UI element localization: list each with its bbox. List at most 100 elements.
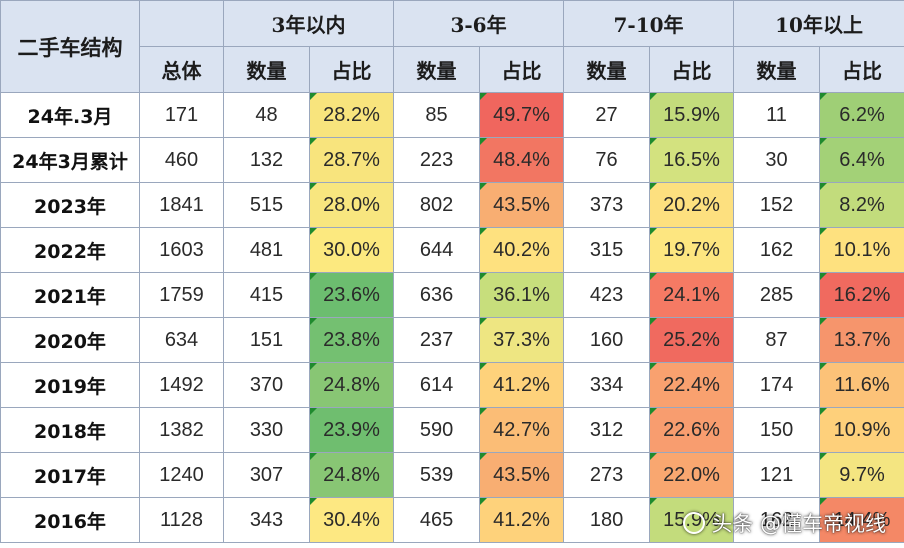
- count-cell: 343: [223, 497, 310, 543]
- sub-header-share: 占比: [479, 46, 565, 93]
- share-cell: 6.4%: [819, 137, 904, 183]
- share-cell: 24.8%: [308, 452, 395, 498]
- count-cell: 515: [223, 182, 310, 228]
- count-cell: 373: [563, 182, 651, 228]
- count-cell: 644: [393, 227, 481, 273]
- share-cell: 10.1%: [819, 227, 904, 273]
- count-cell: 121: [733, 452, 821, 498]
- sub-header-count: 数量: [393, 46, 481, 93]
- share-cell: 30.4%: [308, 497, 395, 543]
- share-cell: 41.2%: [479, 362, 565, 408]
- share-cell: 23.6%: [308, 272, 395, 318]
- share-cell: 24.1%: [649, 272, 735, 318]
- share-cell: 9.7%: [819, 452, 904, 498]
- share-cell: 11.6%: [819, 362, 904, 408]
- total-cell: 1128: [139, 497, 224, 543]
- count-cell: 590: [393, 407, 481, 453]
- count-cell: 87: [733, 317, 821, 363]
- table-row: 2020年 634 151 23.8% 237 37.3% 160 25.2% 87 13.7%: [0, 317, 904, 363]
- table-row: 2022年 1603 481 30.0% 644 40.2% 315 19.7% 162 10.1…: [0, 227, 904, 273]
- share-cell: 22.6%: [649, 407, 735, 453]
- share-cell: 42.7%: [479, 407, 565, 453]
- share-cell: 37.3%: [479, 317, 565, 363]
- share-cell: 28.7%: [308, 137, 395, 183]
- share-cell: 15.9%: [649, 92, 735, 138]
- table-row: 2023年 1841 515 28.0% 802 43.5% 373 20.2% 152 8.2%: [0, 182, 904, 228]
- row-label: 2023年: [0, 182, 140, 228]
- count-cell: 152: [733, 182, 821, 228]
- row-label: 2018年: [0, 407, 140, 453]
- count-cell: 48: [223, 92, 310, 138]
- row-label: 24年3月累计: [0, 137, 140, 183]
- row-label: 2021年: [0, 272, 140, 318]
- total-cell: 171: [139, 92, 224, 138]
- share-cell: 14.4%: [819, 497, 904, 543]
- share-cell: 22.4%: [649, 362, 735, 408]
- sub-header-count: 数量: [733, 46, 821, 93]
- table-row: 24年.3月 171 48 28.2% 85 49.7% 27 15.9% 11 6.2%: [0, 92, 904, 138]
- row-label: 2022年: [0, 227, 140, 273]
- share-cell: 16.2%: [819, 272, 904, 318]
- total-cell: 1603: [139, 227, 224, 273]
- group-header-3-6: 3-6年: [393, 0, 565, 47]
- count-cell: 415: [223, 272, 310, 318]
- count-cell: 315: [563, 227, 651, 273]
- table-corner-header: 二手车结构: [0, 0, 140, 93]
- count-cell: 27: [563, 92, 651, 138]
- total-cell: 1382: [139, 407, 224, 453]
- count-cell: 802: [393, 182, 481, 228]
- count-cell: 481: [223, 227, 310, 273]
- count-cell: 150: [733, 407, 821, 453]
- count-cell: 330: [223, 407, 310, 453]
- count-cell: 162: [733, 227, 821, 273]
- share-cell: 49.7%: [479, 92, 565, 138]
- share-cell: 43.5%: [479, 452, 565, 498]
- share-cell: 10.9%: [819, 407, 904, 453]
- count-cell: 162: [733, 497, 821, 543]
- table-row: 24年3月累计 460 132 28.7% 223 48.4% 76 16.5% 30 6.4%: [0, 137, 904, 183]
- count-cell: 76: [563, 137, 651, 183]
- count-cell: 539: [393, 452, 481, 498]
- count-cell: 151: [223, 317, 310, 363]
- count-cell: 174: [733, 362, 821, 408]
- count-cell: 312: [563, 407, 651, 453]
- count-cell: 307: [223, 452, 310, 498]
- sub-header-share: 占比: [819, 46, 904, 93]
- share-cell: 43.5%: [479, 182, 565, 228]
- table-row: 2019年 1492 370 24.8% 614 41.2% 334 22.4% 174 11.6…: [0, 362, 904, 408]
- total-cell: 1759: [139, 272, 224, 318]
- count-cell: 223: [393, 137, 481, 183]
- share-cell: 41.2%: [479, 497, 565, 543]
- table-row: 2021年 1759 415 23.6% 636 36.1% 423 24.1% 285 16.2…: [0, 272, 904, 318]
- group-header-0-3: 3年以内: [222, 0, 395, 47]
- count-cell: 11: [733, 92, 821, 138]
- share-cell: 28.0%: [308, 182, 395, 228]
- share-cell: 30.0%: [308, 227, 395, 273]
- count-cell: 132: [223, 137, 310, 183]
- count-cell: 237: [393, 317, 481, 363]
- sub-header-share: 占比: [649, 46, 735, 93]
- count-cell: 423: [563, 272, 651, 318]
- share-cell: 22.0%: [649, 452, 735, 498]
- share-cell: 8.2%: [819, 182, 904, 228]
- share-cell: 6.2%: [819, 92, 904, 138]
- share-cell: 16.5%: [649, 137, 735, 183]
- count-cell: 614: [393, 362, 481, 408]
- share-cell: 24.8%: [308, 362, 395, 408]
- total-cell: 1240: [139, 452, 224, 498]
- group-header-7-10: 7-10年: [563, 0, 735, 47]
- total-cell: 634: [139, 317, 224, 363]
- row-label: 24年.3月: [0, 92, 140, 138]
- group-header-10-plus: 10年以上: [733, 0, 904, 47]
- share-cell: 20.2%: [649, 182, 735, 228]
- count-cell: 334: [563, 362, 651, 408]
- count-cell: 180: [563, 497, 651, 543]
- watermark-text: 头条 @懂车帝视线: [711, 512, 886, 536]
- total-cell: 1492: [139, 362, 224, 408]
- count-cell: 465: [393, 497, 481, 543]
- watermark: 头条 @懂车帝视线: [683, 508, 886, 538]
- share-cell: 19.7%: [649, 227, 735, 273]
- row-label: 2019年: [0, 362, 140, 408]
- share-cell: 36.1%: [479, 272, 565, 318]
- share-cell: 13.7%: [819, 317, 904, 363]
